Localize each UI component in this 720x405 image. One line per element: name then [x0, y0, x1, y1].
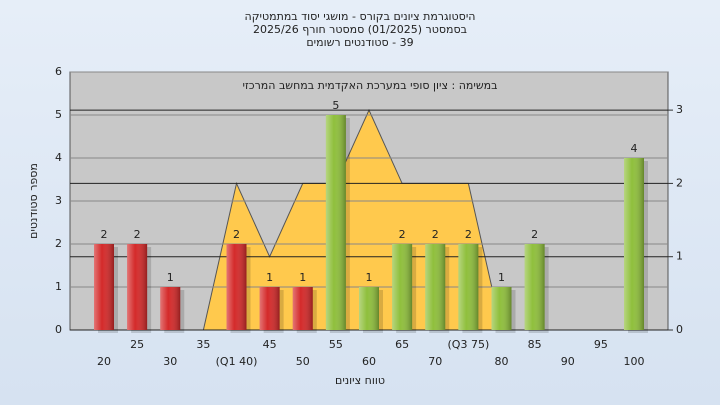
y-tick-label: 4	[55, 151, 62, 164]
x-tick-label: (Q3 75)	[448, 338, 490, 351]
y-tick-label: 5	[55, 108, 62, 121]
bar-shine	[392, 244, 413, 330]
bar-shine	[325, 115, 346, 330]
y-tick-label: 1	[55, 280, 62, 293]
y2-tick-label: 0	[676, 323, 683, 336]
data-label: 2	[233, 228, 240, 241]
data-label: 2	[531, 228, 538, 241]
data-label: 1	[498, 271, 505, 284]
y2-tick-label: 3	[676, 103, 683, 116]
annotation: במשימה : ציון סופי במערכת האקדמית במחשב …	[243, 79, 498, 92]
x-tick-label: 45	[263, 338, 277, 351]
data-label: 4	[631, 142, 638, 155]
y2-tick-label: 1	[676, 250, 683, 263]
x-axis-label: טווח ציונים	[335, 374, 385, 387]
data-label: 1	[366, 271, 373, 284]
data-label: 5	[332, 99, 339, 112]
x-tick-label: 85	[528, 338, 542, 351]
x-tick-label: (Q1 40)	[216, 355, 258, 368]
data-label: 2	[399, 228, 406, 241]
bar-shine	[94, 244, 114, 330]
bar-shine	[524, 244, 545, 330]
bar-shine	[226, 244, 247, 330]
x-tick-label: 55	[329, 338, 343, 351]
x-tick-label: 30	[163, 355, 177, 368]
x-tick-label: 35	[196, 338, 210, 351]
x-tick-label: 20	[97, 355, 111, 368]
y-tick-label: 3	[55, 194, 62, 207]
x-tick-label: 100	[624, 355, 645, 368]
bar-shine	[259, 287, 280, 330]
chart-title: היסטוגרמת ציונים בקורס - מושגי יסוד במתמ…	[245, 10, 476, 23]
x-tick-label: 50	[296, 355, 310, 368]
data-label: 2	[101, 228, 108, 241]
bar-shine	[292, 287, 313, 330]
x-tick-label: 95	[594, 338, 608, 351]
x-tick-label: 60	[362, 355, 376, 368]
bar-shine	[491, 287, 512, 330]
bar-shine	[425, 244, 446, 330]
data-label: 1	[299, 271, 306, 284]
x-tick-label: 65	[395, 338, 409, 351]
bar-shine	[458, 244, 479, 330]
chart-subtitle: בסמסטר (01/2025) סמסטר חורף 2025/26	[253, 23, 467, 36]
y-tick-label: 2	[55, 237, 62, 250]
data-label: 1	[167, 271, 174, 284]
data-label: 2	[432, 228, 439, 241]
x-tick-label: 80	[495, 355, 509, 368]
data-label: 1	[266, 271, 273, 284]
bar-shine	[359, 287, 379, 330]
x-tick-label: 90	[561, 355, 575, 368]
y-tick-label: 0	[55, 323, 62, 336]
chart-subtitle: 39 - סטודנטים רשומים	[306, 36, 413, 49]
bar-shine	[127, 244, 148, 330]
x-tick-label: 25	[130, 338, 144, 351]
y2-tick-label: 2	[676, 176, 683, 189]
data-label: 2	[134, 228, 141, 241]
y-axis-label: מספר סטודנטים	[27, 163, 40, 239]
x-tick-label: 70	[428, 355, 442, 368]
bar-shine	[624, 158, 644, 330]
data-label: 2	[465, 228, 472, 241]
y-tick-label: 6	[55, 65, 62, 78]
bar-shine	[160, 287, 181, 330]
